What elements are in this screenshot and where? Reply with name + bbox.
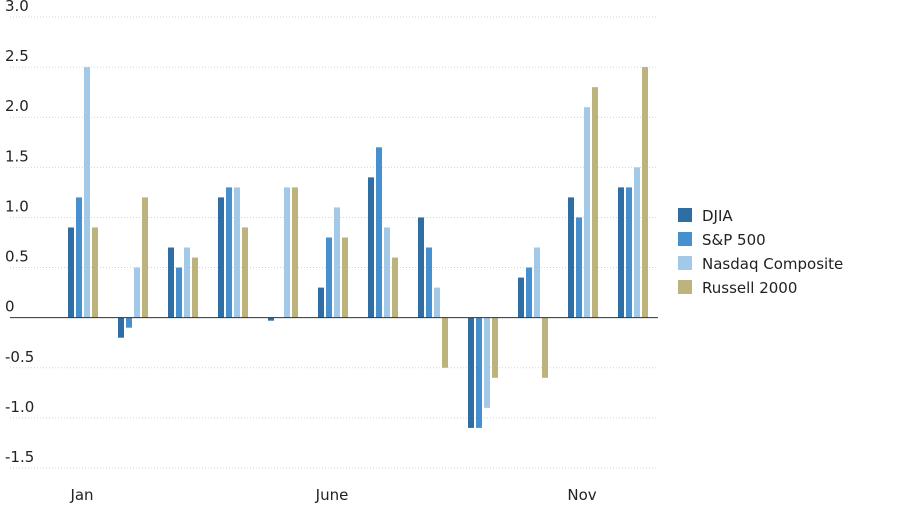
legend-swatch [678, 208, 692, 222]
bar [584, 107, 590, 318]
bar [134, 267, 140, 318]
bar [642, 67, 648, 318]
y-tick-label: -1.0 [5, 398, 34, 416]
bar [418, 217, 424, 318]
bar [92, 227, 98, 318]
bar [442, 317, 448, 368]
bar [368, 177, 374, 318]
y-tick-label: 3.0 [5, 0, 29, 15]
bar [518, 277, 524, 318]
bar [234, 187, 240, 318]
bar [592, 87, 598, 318]
bar [618, 187, 624, 318]
y-tick-label: 1.0 [5, 197, 29, 215]
y-tick-label: 0.5 [5, 248, 29, 266]
bar [126, 317, 132, 328]
y-tick-label: 2.0 [5, 97, 29, 115]
bar [284, 187, 290, 318]
bar [492, 317, 498, 378]
y-tick-label: 0 [5, 298, 15, 316]
bar [184, 247, 190, 318]
legend-swatch [678, 280, 692, 294]
bar [168, 247, 174, 318]
bar [118, 317, 124, 338]
bar [484, 317, 490, 408]
bar [226, 187, 232, 318]
x-tick-label: Nov [567, 486, 596, 504]
bar [634, 167, 640, 318]
bar [142, 197, 148, 318]
y-tick-label: -1.5 [5, 448, 34, 466]
bar [192, 257, 198, 318]
legend-label: DJIA [702, 207, 733, 225]
bar [426, 247, 432, 318]
bar [84, 67, 90, 318]
legend-label: S&P 500 [702, 231, 766, 249]
bar [268, 317, 274, 321]
y-tick-label: -0.5 [5, 348, 34, 366]
bar [576, 217, 582, 318]
bar [392, 257, 398, 318]
x-tick-label: Jan [69, 486, 93, 504]
bar [68, 227, 74, 318]
bar [376, 147, 382, 318]
legend-label: Russell 2000 [702, 279, 797, 297]
bar [568, 197, 574, 318]
legend-swatch [678, 256, 692, 270]
bar [326, 237, 332, 318]
legend-label: Nasdaq Composite [702, 255, 843, 273]
bar [542, 317, 548, 378]
bar [384, 227, 390, 318]
bar [334, 207, 340, 318]
bar [468, 317, 474, 428]
bar [342, 237, 348, 318]
y-tick-label: 1.5 [5, 147, 29, 165]
bar [292, 187, 298, 318]
bar [434, 287, 440, 318]
bar [526, 267, 532, 318]
bar [218, 197, 224, 318]
bar [626, 187, 632, 318]
y-tick-label: 2.5 [5, 47, 29, 65]
bar [76, 197, 82, 318]
x-tick-label: June [315, 486, 349, 504]
bar [318, 287, 324, 318]
bar [242, 227, 248, 318]
bar [176, 267, 182, 318]
bar [476, 317, 482, 428]
bar [534, 247, 540, 318]
legend-swatch [678, 232, 692, 246]
